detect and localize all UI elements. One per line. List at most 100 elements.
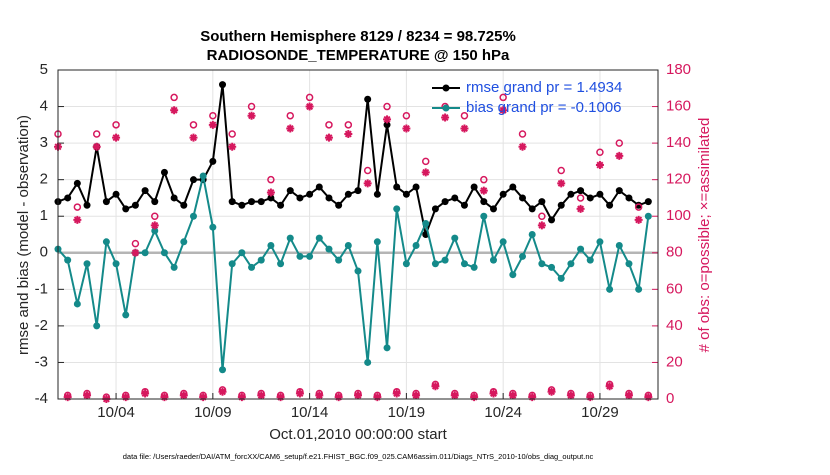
data-point (567, 190, 575, 198)
data-point (596, 238, 604, 246)
data-point (586, 393, 595, 402)
y2-tick-label: 60 (666, 280, 683, 297)
legend-marker (442, 84, 450, 92)
data-point (606, 201, 614, 209)
data-point (441, 113, 450, 122)
data-point (266, 188, 275, 197)
data-point (92, 142, 101, 151)
data-point (324, 133, 333, 142)
data-point (635, 201, 643, 209)
data-point (625, 260, 633, 268)
data-point (295, 389, 304, 398)
data-point (315, 234, 323, 242)
data-point (441, 198, 449, 206)
data-point (296, 252, 304, 260)
data-point (354, 391, 362, 400)
data-point (450, 391, 459, 400)
data-point (644, 198, 652, 206)
y-axis-label: rmse and bias (model - observation) (15, 115, 32, 355)
data-point (412, 183, 420, 191)
data-point (489, 389, 498, 398)
data-point (528, 393, 537, 402)
data-point (306, 190, 314, 198)
y2-tick-label: 120 (666, 171, 691, 188)
data-point (286, 187, 294, 195)
chart-subtitle: RADIOSONDE_TEMPERATURE @ 150 hPa (207, 47, 510, 64)
data-point (122, 311, 130, 319)
data-point (392, 389, 401, 398)
data-point (373, 393, 382, 402)
x-tick-label: 10/04 (97, 404, 135, 421)
data-point (208, 120, 217, 129)
data-point (470, 183, 478, 191)
data-point (557, 166, 565, 175)
data-point (335, 201, 343, 209)
data-point (325, 121, 333, 129)
data-point (228, 260, 236, 268)
data-point (363, 166, 372, 175)
data-point (160, 168, 168, 176)
data-point (64, 256, 72, 264)
data-point (209, 223, 217, 231)
data-point (189, 212, 197, 220)
y2-tick-label: 20 (666, 353, 683, 370)
data-point (131, 201, 139, 209)
data-point (576, 204, 585, 213)
data-point (605, 382, 614, 391)
data-point (460, 111, 469, 120)
data-point (480, 175, 488, 184)
y-tick-label: -4 (35, 390, 48, 407)
y-tick-label: 3 (40, 134, 48, 151)
data-point (393, 205, 401, 213)
data-point (499, 238, 507, 246)
data-point (431, 205, 439, 213)
data-point (315, 391, 324, 400)
y-tick-label: 1 (40, 207, 48, 224)
data-point (354, 267, 362, 275)
data-point (141, 389, 150, 398)
data-point (518, 142, 527, 151)
data-point (209, 157, 217, 165)
data-point (170, 93, 178, 102)
data-point (402, 124, 411, 133)
data-point (247, 111, 256, 120)
data-point (451, 234, 459, 242)
y2-tick-label: 40 (666, 317, 683, 334)
plot-frame (57, 69, 659, 400)
data-point (421, 168, 430, 177)
data-point (431, 382, 440, 391)
data-point (247, 102, 256, 111)
data-point (577, 187, 585, 195)
data-point (131, 239, 140, 248)
data-point (228, 198, 236, 206)
y2-tick-label: 180 (666, 61, 691, 78)
data-point (364, 95, 372, 103)
data-point (489, 256, 497, 264)
data-point (102, 198, 110, 206)
data-point (277, 201, 285, 209)
y-tick-label: 4 (40, 98, 48, 115)
chart-title: Southern Hemisphere 8129 / 8234 = 98.725… (200, 28, 516, 45)
data-point (402, 260, 410, 268)
data-point (412, 241, 420, 249)
data-point (596, 190, 604, 198)
data-point (257, 256, 265, 264)
data-point (151, 198, 159, 206)
data-point (644, 393, 653, 402)
data-point (276, 393, 285, 402)
data-point (219, 81, 227, 89)
data-point (538, 198, 546, 206)
data-point (586, 256, 594, 264)
data-point (479, 186, 488, 195)
data-point (606, 285, 614, 293)
data-point (518, 130, 527, 138)
data-point (228, 130, 236, 138)
data-point (189, 176, 197, 184)
data-point (615, 241, 623, 249)
data-point (470, 393, 479, 402)
data-point (335, 256, 343, 264)
data-point (286, 124, 295, 133)
data-point (73, 215, 82, 224)
data-point (334, 393, 343, 402)
